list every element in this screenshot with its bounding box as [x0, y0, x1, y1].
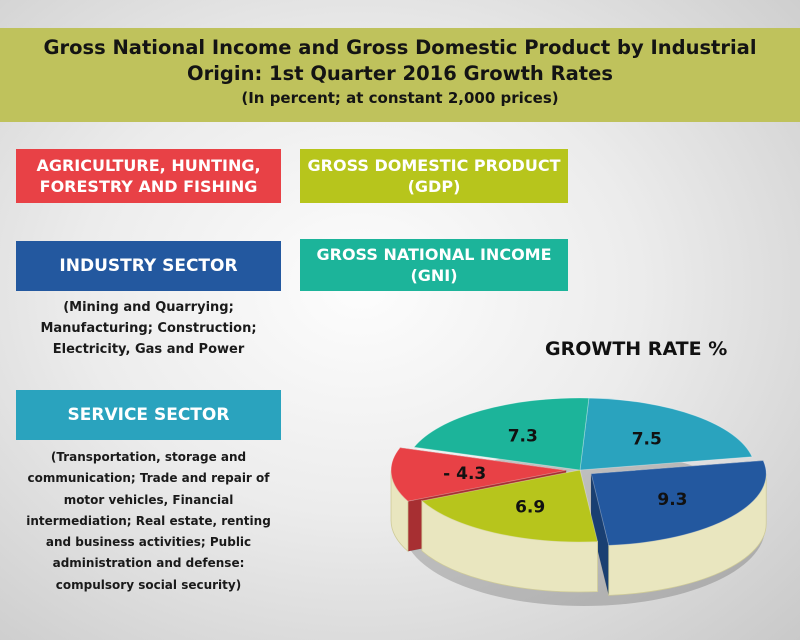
service-desc-line: administration and defense:: [52, 556, 245, 571]
pie-slice: [590, 460, 767, 546]
legend-gni-line: GROSS NATIONAL INCOME: [316, 245, 552, 264]
legend-agriculture-line: FORESTRY AND FISHING: [39, 177, 258, 196]
service-desc-line: and business activities; Public: [45, 535, 252, 550]
legend-service-label: SERVICE SECTOR: [67, 405, 230, 425]
legend-gni-line: (GNI): [410, 266, 458, 285]
service-desc-line: motor vehicles, Financial: [63, 492, 234, 507]
service-desc-line: (Transportation, storage and: [50, 450, 247, 464]
pie-chart: 7.5 9.3 6.9 - 4.3 7.3: [390, 397, 767, 606]
pie-slice-label: 9.3: [657, 490, 687, 510]
industry-desc-line: Electricity, Gas and Power: [52, 342, 245, 357]
industry-desc-line: (Mining and Quarrying;: [63, 300, 234, 315]
legend-gdp-line: GROSS DOMESTIC PRODUCT: [307, 156, 561, 175]
legend-industry-label: INDUSTRY SECTOR: [59, 256, 238, 276]
industry-description: (Mining and Quarrying; Manufacturing; Co…: [16, 297, 281, 360]
pie-slice-label: 7.3: [508, 427, 538, 447]
chart-title-line-1: Gross National Income and Gross Domestic…: [43, 36, 757, 59]
legend-agriculture-line: AGRICULTURE, HUNTING,: [36, 156, 261, 175]
pie-slice-label: 7.5: [632, 430, 662, 450]
service-desc-line: intermediation; Real estate, renting: [26, 513, 271, 528]
pie-slice: [579, 397, 753, 471]
service-desc-line: communication; Trade and repair of: [27, 471, 270, 486]
legend-service: SERVICE SECTOR: [16, 390, 281, 440]
legend-gdp-line: (GDP): [407, 177, 461, 196]
legend-industry: INDUSTRY SECTOR: [16, 241, 281, 291]
legend-gdp: GROSS DOMESTIC PRODUCT (GDP): [300, 149, 568, 203]
chart-title-line-2: Origin: 1st Quarter 2016 Growth Rates: [187, 62, 613, 85]
pie-slice: [390, 447, 567, 502]
service-description: (Transportation, storage and communicati…: [16, 447, 281, 596]
service-desc-line: compulsory social security): [55, 577, 242, 592]
pie-slice-label: 6.9: [515, 497, 545, 517]
pie-slice: [413, 397, 590, 471]
legend-gni: GROSS NATIONAL INCOME (GNI): [300, 239, 568, 291]
chart-subtitle: (In percent; at constant 2,000 prices): [241, 89, 559, 107]
pie-slice: [421, 469, 599, 543]
pie-chart-title: GROWTH RATE %: [545, 338, 728, 360]
pie-slice-label: - 4.3: [443, 464, 486, 484]
industry-desc-line: Manufacturing; Construction;: [40, 321, 257, 336]
title-band: Gross National Income and Gross Domestic…: [0, 28, 800, 122]
legend-agriculture: AGRICULTURE, HUNTING, FORESTRY AND FISHI…: [16, 149, 281, 203]
